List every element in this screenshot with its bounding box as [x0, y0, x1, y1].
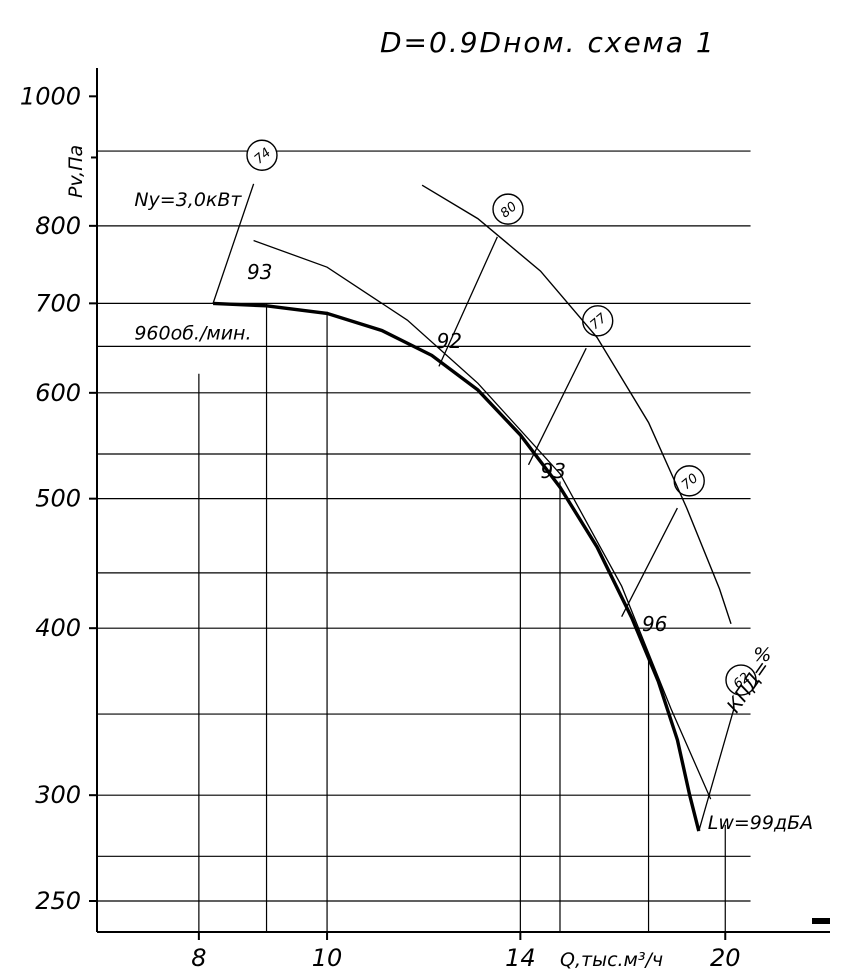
annotation-label: 93 [247, 260, 272, 284]
efficiency-ray [438, 236, 498, 367]
efficiency-curve [253, 239, 712, 800]
efficiency-ray [212, 183, 255, 304]
chart-title: D=0.9Dном. схема 1 [380, 26, 716, 59]
axes [96, 68, 830, 933]
y-tick-label: 700 [35, 289, 81, 317]
y-tick-label: 400 [35, 614, 81, 642]
x-axis-label: Q,тыс.м³/ч [560, 949, 663, 971]
annotation-label: % [753, 644, 771, 666]
annotation-label: Lw=99дБА [708, 812, 813, 834]
annotation-label: 96 [642, 612, 667, 636]
y-tick-label: 600 [35, 379, 81, 407]
y-axis-label: Pv,Па [65, 145, 87, 198]
annotation-label: 92 [437, 329, 462, 353]
y-tick-label: 1000 [20, 82, 81, 110]
speed-curve-960 [213, 301, 701, 832]
annotation-label: 93 [541, 459, 566, 483]
y-tick-label: 300 [35, 781, 81, 809]
x-tick-label: 10 [312, 944, 343, 972]
x-tick-label: 14 [505, 944, 536, 972]
efficiency-circle [492, 193, 524, 225]
axis-end-mark [812, 918, 830, 924]
power-curve-4-0 [421, 184, 732, 625]
x-ticks: 8 10 14 20 [191, 932, 741, 972]
y-tick-label: 500 [35, 485, 81, 513]
y-ticks: 250 300 400 500 600 700 800 1000 [20, 82, 97, 915]
annotation-label: 960об./мин. [134, 322, 251, 344]
x-tick-label: 20 [710, 944, 741, 972]
x-tick-label: 8 [191, 944, 206, 972]
y-tick-label: 800 [35, 212, 81, 240]
curves [213, 184, 732, 832]
annotation-label: Ny=3,0кВт [134, 189, 242, 211]
efficiency-ray [621, 507, 678, 617]
efficiency-circle [246, 139, 278, 171]
annotations: Ny=3,0кВт93929396960об./мин.КПД=%Lw=99дБ… [134, 189, 813, 834]
grid-lines [97, 150, 751, 932]
efficiency-circle [725, 664, 757, 696]
efficiency-ray [527, 347, 587, 466]
y-tick-label: 250 [35, 887, 81, 915]
efficiency-ray [698, 708, 735, 832]
